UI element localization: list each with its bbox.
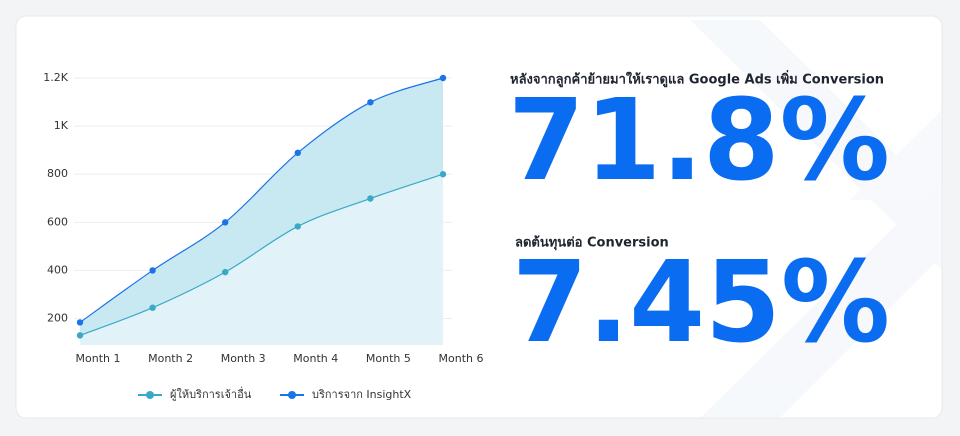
y-tick-label: 1.2K (43, 71, 68, 84)
background-decor (690, 20, 942, 418)
y-tick-label: 200 (47, 312, 68, 325)
x-tick-label: Month 4 (293, 352, 338, 365)
x-tick-label: Month 2 (148, 352, 193, 365)
stat-label: ลดต้นทุนต่อ Conversion (515, 235, 669, 251)
point (222, 268, 229, 276)
point (367, 195, 374, 202)
legend-label: บริการจาก InsightX (312, 388, 412, 401)
y-tick-label: 400 (47, 263, 68, 276)
y-tick-label: 1K (54, 119, 69, 132)
point (439, 171, 447, 178)
y-tick-label: 600 (47, 215, 68, 228)
line (79, 173, 444, 336)
decor-stripe (850, 110, 942, 200)
point (294, 223, 301, 230)
stat-value: 71.8% (508, 76, 890, 206)
legend-swatch (146, 391, 154, 399)
point (76, 332, 84, 339)
chart: 200 400 600 800 1K 1.2K Month 1 Month 2 Month 3 M… (43, 71, 483, 401)
point (439, 74, 447, 82)
x-tick-label: Month 6 (439, 352, 484, 365)
x-tick-label: Month 1 (76, 352, 121, 365)
stat-label: หลังจากลูกค้าย้ายมาให้เราดูแล Google Ads… (510, 70, 884, 88)
area (80, 174, 443, 345)
point (76, 319, 84, 326)
point (367, 99, 374, 106)
y-tick-label: 800 (47, 167, 68, 180)
point (149, 267, 156, 274)
legend-label: ผู้ให้บริการเจ้าอื่น (170, 386, 252, 401)
x-tick-label: Month 3 (221, 352, 266, 365)
stat-value: 7.45% (512, 238, 890, 368)
legend-swatch (288, 391, 296, 399)
x-tick-label: Month 5 (366, 352, 411, 365)
decor-stripe (700, 180, 942, 418)
point (149, 304, 156, 311)
decor-stripe (690, 20, 942, 270)
point (294, 149, 301, 157)
point (222, 219, 229, 226)
